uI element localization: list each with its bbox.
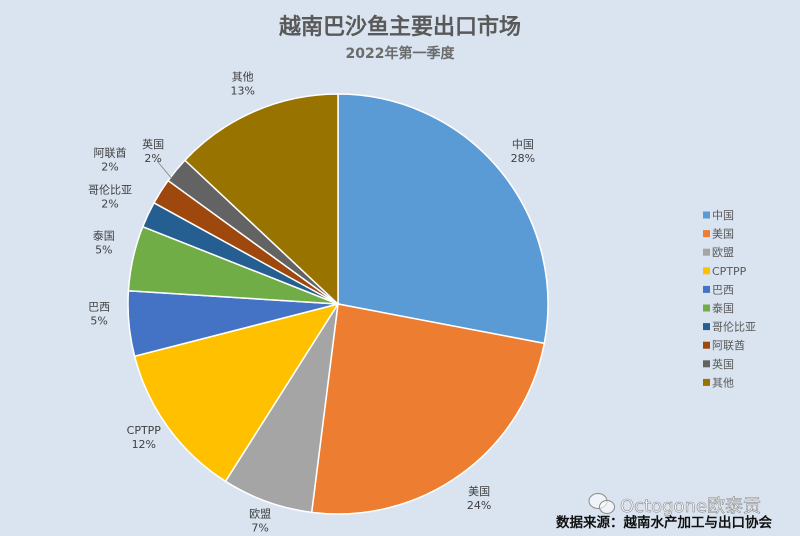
- slice-label-eu: 欧盟7%: [249, 507, 271, 534]
- slice-label-name: 泰国: [93, 229, 115, 243]
- legend-item-colombia: 哥伦比亚: [703, 320, 756, 334]
- watermark: Octogone欧泰贡: [588, 493, 761, 517]
- legend-item-uae: 阿联酋: [703, 338, 745, 352]
- slice-label-name: 欧盟: [249, 507, 271, 520]
- legend-label-thailand: 泰国: [712, 301, 734, 315]
- slice-label-name: CPTPP: [127, 424, 162, 437]
- legend-item-usa: 美国: [703, 228, 734, 241]
- legend-label-other: 其他: [712, 376, 734, 389]
- slice-label-value: 13%: [230, 85, 254, 98]
- legend-label-china: 中国: [712, 209, 734, 222]
- leader-lines: [156, 160, 173, 180]
- legend-label-usa: 美国: [712, 228, 734, 241]
- slice-label-name: 哥伦比亚: [88, 183, 132, 197]
- slice-label-name: 美国: [468, 485, 490, 498]
- slice-labels: 中国28%美国24%欧盟7%CPTPP12%巴西5%泰国5%哥伦比亚2%阿联酋2…: [88, 71, 535, 535]
- legend-label-eu: 欧盟: [712, 246, 734, 259]
- wechat-icon: [588, 493, 615, 514]
- pie-slice-cptpp: [133, 302, 340, 483]
- legend-swatch-other: [703, 378, 710, 386]
- pie-slices: [127, 93, 549, 515]
- slice-label-value: 5%: [90, 315, 107, 328]
- legend-label-uk: 英国: [712, 357, 734, 371]
- pie-slice-other: [183, 93, 339, 306]
- legend-item-brazil: 巴西: [703, 283, 734, 296]
- slice-label-value: 5%: [95, 244, 112, 257]
- legend-label-cptpp: CPTPP: [712, 265, 747, 278]
- slice-label-value: 2%: [144, 152, 161, 165]
- chart-subtitle: 2022年第一季度: [346, 45, 456, 62]
- slice-label-value: 7%: [251, 521, 268, 534]
- slice-label-thailand: 泰国5%: [93, 229, 115, 257]
- slice-label-name: 巴西: [88, 301, 110, 314]
- legend-label-uae: 阿联酋: [712, 338, 745, 352]
- slice-label-value: 28%: [511, 152, 535, 165]
- slice-label-value: 2%: [101, 198, 118, 211]
- legend-swatch-cptpp: [703, 267, 710, 275]
- pie-slice-usa: [310, 303, 546, 515]
- chart-title: 越南巴沙鱼主要出口市场: [278, 14, 521, 40]
- slice-label-value: 2%: [101, 160, 118, 173]
- slice-label-name: 阿联酋: [94, 145, 127, 159]
- watermark-text: Octogone欧泰贡: [620, 496, 761, 517]
- legend-swatch-china: [703, 211, 710, 219]
- slice-label-name: 其他: [232, 71, 254, 84]
- slice-label-uk: 英国2%: [142, 137, 164, 165]
- legend-swatch-thailand: [703, 304, 710, 312]
- legend-item-eu: 欧盟: [703, 246, 734, 259]
- legend-label-brazil: 巴西: [712, 283, 734, 296]
- legend-swatch-usa: [703, 230, 710, 238]
- legend-swatch-uk: [703, 360, 710, 368]
- slice-label-value: 12%: [132, 438, 156, 451]
- legend-item-thailand: 泰国: [703, 301, 734, 315]
- legend-swatch-eu: [703, 248, 710, 256]
- legend-swatch-uae: [703, 341, 710, 349]
- pie-slice-china: [337, 93, 549, 345]
- legend-swatch-brazil: [703, 285, 710, 293]
- data-source: 数据来源：越南水产加工与出口协会: [556, 514, 772, 531]
- slice-label-brazil: 巴西5%: [88, 301, 110, 328]
- legend-item-other: 其他: [703, 376, 734, 389]
- slice-label-name: 英国: [142, 137, 164, 151]
- slice-label-name: 中国: [512, 138, 534, 151]
- legend-item-cptpp: CPTPP: [703, 265, 747, 278]
- legend-label-colombia: 哥伦比亚: [712, 320, 756, 334]
- legend-item-uk: 英国: [703, 357, 734, 371]
- legend-item-china: 中国: [703, 209, 734, 222]
- leader-line-uk: [156, 160, 173, 180]
- slice-label-value: 24%: [467, 499, 491, 512]
- legend-swatch-colombia: [703, 323, 710, 331]
